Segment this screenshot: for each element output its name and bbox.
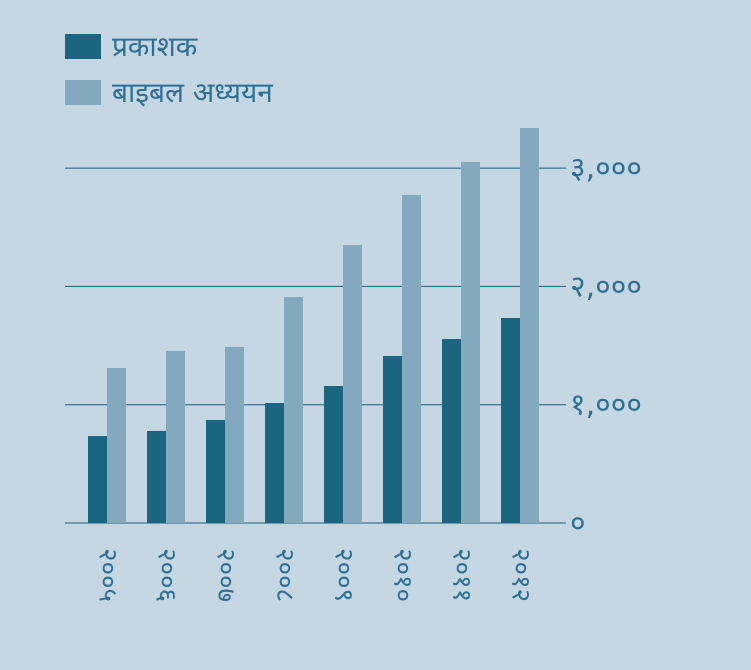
legend-label: प्रकाशक — [112, 30, 198, 63]
bar-publishers — [324, 386, 343, 523]
bar-bible-studies — [107, 368, 126, 523]
bar-publishers — [206, 419, 225, 523]
x-tick-label: २००६ — [152, 548, 182, 602]
x-tick-label: २०१२ — [506, 548, 536, 602]
x-tick-label: २००७ — [211, 548, 241, 602]
bar-bible-studies — [402, 194, 421, 523]
bar-publishers — [501, 317, 520, 523]
legend-label: बाइबल अध्ययन — [112, 76, 273, 109]
bar-publishers — [383, 355, 402, 523]
x-tick-label: २०११ — [447, 548, 477, 602]
legend-swatch — [65, 34, 101, 59]
x-tick-label: २००९ — [329, 548, 359, 602]
x-tick-label: २००८ — [270, 548, 300, 602]
bar-bible-studies — [225, 346, 244, 523]
bar-publishers — [147, 430, 166, 523]
x-tick-label: २००५ — [93, 548, 123, 602]
y-tick-label: ० — [570, 506, 586, 541]
bar-bible-studies — [461, 161, 480, 523]
bar-bible-studies — [520, 127, 539, 523]
bar-publishers — [88, 436, 107, 523]
y-tick-label: २,००० — [570, 269, 642, 304]
y-tick-label: १,००० — [570, 388, 642, 423]
bar-publishers — [265, 403, 284, 523]
bar-bible-studies — [343, 244, 362, 523]
bar-bible-studies — [284, 297, 303, 523]
legend-swatch — [65, 80, 101, 105]
bar-bible-studies — [166, 350, 185, 523]
y-tick-label: ३,००० — [570, 151, 642, 186]
bar-publishers — [442, 339, 461, 523]
x-tick-label: २०१० — [388, 548, 418, 602]
